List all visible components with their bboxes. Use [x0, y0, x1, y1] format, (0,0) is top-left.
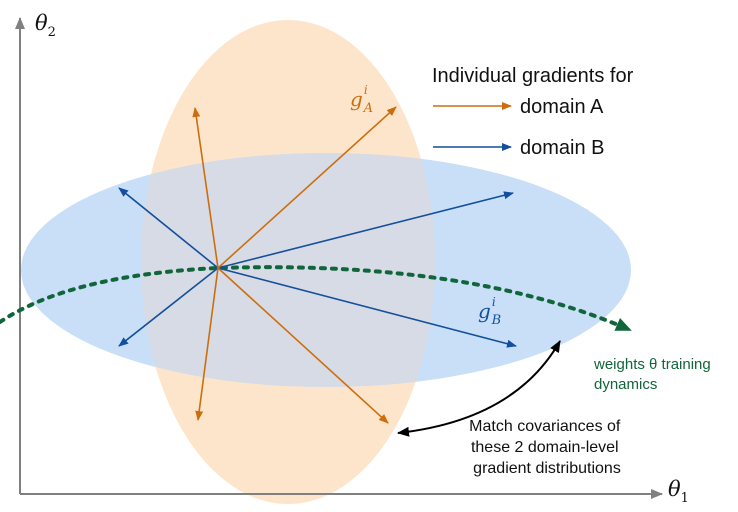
training-dynamics-line-2: dynamics: [594, 376, 657, 393]
covariance-annotation-line-3: gradient distributions: [473, 460, 621, 477]
gradient-b-arrow: [118, 267, 219, 347]
covariance-match-arrow: [397, 340, 561, 437]
gradient-a-arrow: [195, 267, 219, 421]
gradient-b-arrow: [217, 191, 514, 269]
covariance-annotation-line-2: these 2 domain-level: [471, 439, 619, 456]
gradient-a-label: gi A: [350, 83, 373, 116]
covariance-annotation: Match covariances of these 2 domain-leve…: [469, 418, 625, 477]
gradient-b-arrow: [217, 267, 517, 348]
gradient-a-arrow: [217, 267, 389, 424]
legend-domain-a-label: domain A: [520, 96, 604, 118]
legend-title: Individual gradients for: [432, 65, 634, 87]
covariance-annotation-line-1: Match covariances of: [469, 418, 621, 435]
legend-domain-b-label: domain B: [520, 137, 605, 159]
training-dynamics-label: weights θ training dynamics: [593, 356, 715, 393]
training-dynamics-line-1: weights θ training: [593, 356, 711, 373]
gradient-a-arrow: [192, 107, 219, 269]
domain-a-gradient-arrows: [192, 106, 397, 424]
domain-b-gradient-arrows: [118, 187, 517, 348]
training-dynamics-curve: [0, 265, 632, 332]
gradient-b-arrow: [118, 187, 219, 269]
gradient-b-label: gi B: [478, 295, 501, 328]
y-axis-label: θ2: [35, 11, 56, 40]
x-axis-label: θ1: [668, 477, 689, 506]
gradient-a-arrow: [217, 106, 397, 269]
